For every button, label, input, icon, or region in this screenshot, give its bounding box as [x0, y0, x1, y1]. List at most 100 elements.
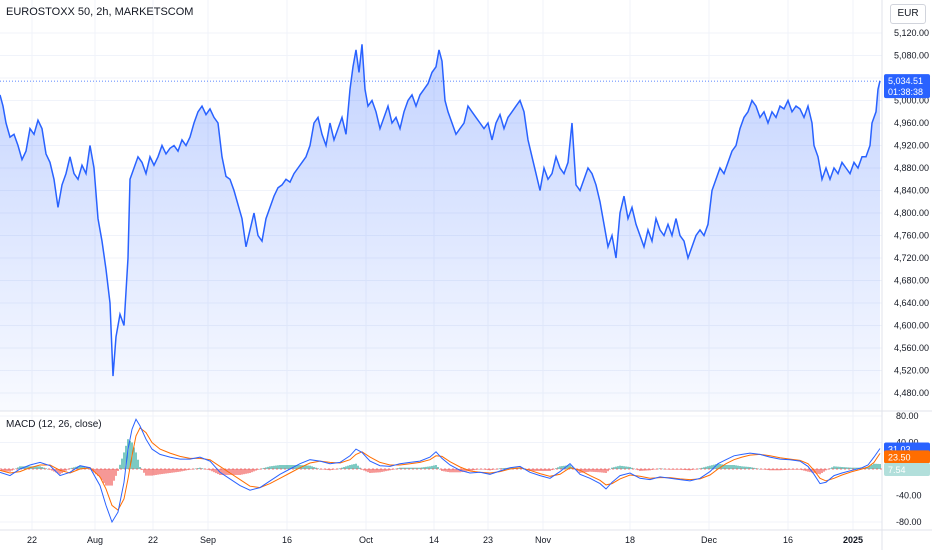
histogram-bar	[401, 467, 403, 469]
histogram-bar	[133, 447, 135, 469]
histogram-bar	[651, 469, 653, 470]
histogram-bar	[831, 467, 833, 469]
histogram-bar	[419, 467, 421, 469]
histogram-bar	[221, 469, 223, 475]
histogram-bar	[247, 469, 249, 474]
histogram-bar	[631, 467, 633, 469]
histogram-bar	[563, 465, 565, 469]
histogram-bar	[597, 469, 599, 473]
histogram-bar	[409, 467, 411, 469]
histogram-bar	[255, 469, 257, 471]
histogram-bar	[455, 469, 457, 473]
histogram-bar	[149, 469, 151, 476]
histogram-bar	[841, 467, 843, 469]
histogram-bar	[369, 469, 371, 473]
currency-button[interactable]: EUR	[890, 4, 926, 24]
macd-indicator-label[interactable]: MACD (12, 26, close)	[6, 419, 102, 430]
histogram-bar	[387, 469, 389, 471]
histogram-bar	[239, 469, 241, 475]
price-line[interactable]	[0, 44, 881, 377]
time-tick-label: 14	[429, 535, 439, 545]
time-tick-label: Dec	[701, 535, 718, 545]
histogram-bar	[297, 465, 299, 469]
price-tick-label: 5,000.00	[894, 96, 929, 106]
last-price-tag-text: 5,034.51	[888, 76, 923, 86]
histogram-bar	[735, 465, 737, 469]
histogram-bar	[615, 466, 617, 469]
histogram-bar	[519, 467, 521, 469]
histogram-bar	[229, 469, 231, 475]
histogram-bar	[79, 465, 81, 469]
last-price-tag-text: 01:38:38	[888, 87, 923, 97]
histogram-bar	[737, 465, 739, 469]
time-tick-label: Nov	[535, 535, 552, 545]
histogram-bar	[141, 469, 143, 470]
histogram-bar	[607, 469, 609, 472]
time-tick-label: Aug	[87, 535, 103, 545]
histogram-bar	[251, 469, 253, 473]
histogram-bar	[767, 469, 769, 471]
time-tick-label: Oct	[359, 535, 374, 545]
price-tick-label: 4,960.00	[894, 118, 929, 128]
histogram-bar	[73, 467, 75, 469]
signal-line[interactable]	[0, 427, 881, 511]
histogram-bar	[213, 469, 215, 473]
price-tick-label: 4,480.00	[894, 388, 929, 398]
histogram-bar	[279, 465, 281, 469]
chart-title: EUROSTOXX 50, 2h, MARKETSCOM	[6, 6, 194, 18]
histogram-bar	[245, 469, 247, 474]
histogram-bar	[175, 469, 177, 473]
histogram-bar	[591, 469, 593, 472]
macd-tick-label: 80.00	[896, 411, 919, 421]
histogram-bar	[147, 469, 149, 476]
histogram-bar	[9, 469, 11, 472]
price-tick-label: 4,600.00	[894, 321, 929, 331]
histogram-bar	[845, 467, 847, 469]
histogram-bar	[283, 465, 285, 469]
histogram-bar	[727, 465, 729, 469]
histogram-bar	[125, 445, 127, 469]
histogram-bar	[381, 469, 383, 472]
macd-line[interactable]	[0, 418, 881, 524]
histogram-bar	[167, 469, 169, 474]
histogram-bar	[371, 469, 373, 473]
histogram-bar	[839, 466, 841, 469]
histogram-bar	[559, 466, 561, 469]
histogram-bar	[867, 467, 869, 469]
histogram-bar	[313, 467, 315, 469]
histogram-bar	[225, 469, 227, 475]
histogram-bar	[129, 440, 131, 469]
histogram-bar	[733, 465, 735, 469]
histogram-bar	[823, 469, 825, 472]
histogram-bar	[621, 465, 623, 469]
histogram-bar	[101, 469, 103, 481]
histogram-bar	[41, 467, 43, 469]
histogram-bar	[265, 467, 267, 469]
histogram-bar	[159, 469, 161, 475]
histogram-bar	[99, 469, 101, 478]
price-tick-label: 5,120.00	[894, 28, 929, 38]
histogram-bar	[743, 466, 745, 469]
histogram-bar	[649, 469, 651, 471]
histogram-bar	[199, 467, 201, 469]
time-axis-ticks: 22 Aug 22 Sep 16 Oct 14 23 Nov 18 Dec 16 2025	[27, 535, 863, 545]
histogram-bar	[561, 466, 563, 469]
histogram-bar	[849, 467, 851, 469]
histogram-bar	[19, 466, 21, 469]
histogram-bar	[379, 469, 381, 473]
histogram-bar	[629, 467, 631, 469]
histogram-bar	[11, 469, 13, 471]
price-tick-label: 4,560.00	[894, 343, 929, 353]
histogram-bar	[115, 469, 117, 476]
histogram-bar	[423, 467, 425, 469]
histogram-bar	[627, 466, 629, 469]
histogram-bar	[7, 469, 9, 472]
histogram-bar	[685, 469, 687, 471]
histogram-bar	[539, 469, 541, 471]
histogram-bar	[157, 469, 159, 475]
histogram-bar	[411, 467, 413, 469]
histogram-bar	[33, 466, 35, 469]
histogram-bar	[231, 469, 233, 475]
histogram-bar	[579, 469, 581, 473]
